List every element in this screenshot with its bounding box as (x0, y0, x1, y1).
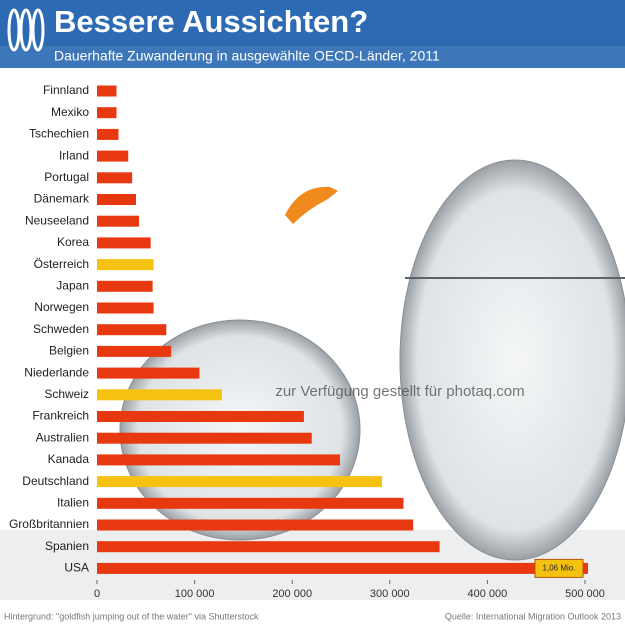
x-tick-label: 300 000 (370, 588, 410, 600)
bar (97, 172, 133, 184)
y-tick-label: Japan (56, 278, 89, 292)
bar (97, 280, 153, 292)
bar (97, 519, 414, 531)
x-tick-label: 400 000 (468, 588, 508, 600)
chart-subtitle: Dauerhafte Zuwanderung in ausgewählte OE… (54, 48, 440, 64)
x-tick-label: 100 000 (175, 588, 215, 600)
bar (97, 107, 117, 119)
subheader-band (0, 46, 625, 68)
y-tick-label: Dänemark (34, 192, 90, 206)
y-tick-label: Portugal (44, 170, 89, 184)
y-tick-label: Finnland (43, 83, 89, 97)
y-tick-label: Niederlande (24, 365, 89, 379)
y-tick-label: Österreich (34, 257, 89, 271)
y-tick-label: Neuseeland (25, 213, 89, 227)
bar (97, 215, 139, 227)
source: Quelle: International Migration Outlook … (445, 611, 621, 621)
plot (97, 85, 588, 574)
bar (97, 194, 137, 205)
x-tick-label: 0 (94, 588, 100, 600)
y-tick-label: Großbritannien (9, 517, 89, 531)
x-tick-label: 500 000 (565, 588, 605, 600)
bar (97, 324, 167, 336)
logo (7, 8, 45, 52)
value-label: 1,06 Mio. (543, 564, 576, 573)
y-tick-label: Schweiz (44, 387, 89, 401)
bar (97, 454, 341, 466)
y-tick-label: Schweden (33, 322, 89, 336)
y-tick-label: Korea (57, 235, 89, 249)
watermark: zur Verfügung gestellt für photaq.com (275, 383, 524, 400)
y-tick-label: Spanien (45, 539, 89, 553)
bar (97, 367, 200, 379)
bar (97, 411, 304, 422)
y-tick-label: Australien (36, 430, 89, 444)
bar (97, 562, 588, 574)
y-tick-label: Belgien (49, 344, 89, 358)
footnote: Hintergrund: "goldfish jumping out of th… (4, 611, 259, 621)
goldfish (285, 186, 338, 224)
bar (97, 302, 154, 314)
y-tick-label: Norwegen (34, 300, 89, 314)
bar (97, 389, 222, 401)
bar (97, 345, 172, 357)
bar (97, 541, 440, 553)
large-bowl (399, 159, 625, 561)
bar (97, 150, 129, 162)
bar (97, 476, 382, 488)
y-tick-label: Tschechien (29, 127, 89, 141)
y-tick-label: Irland (59, 148, 89, 162)
bar (97, 237, 151, 249)
header-band (0, 0, 625, 46)
value-label-box (534, 558, 584, 578)
chart-title: Bessere Aussichten? (54, 4, 368, 39)
y-tick-label: Italien (57, 495, 89, 509)
y-tick-label: Frankreich (32, 409, 89, 423)
y-tick-label: Deutschland (22, 474, 89, 488)
y-tick-label: Kanada (48, 452, 90, 466)
bar (97, 432, 312, 444)
y-tick-label: Mexiko (51, 105, 89, 119)
bar (97, 128, 119, 140)
bar (97, 259, 154, 271)
x-tick-label: 200 000 (272, 588, 312, 600)
bar (97, 85, 117, 97)
y-tick-label: USA (64, 561, 89, 575)
bar (97, 497, 404, 509)
